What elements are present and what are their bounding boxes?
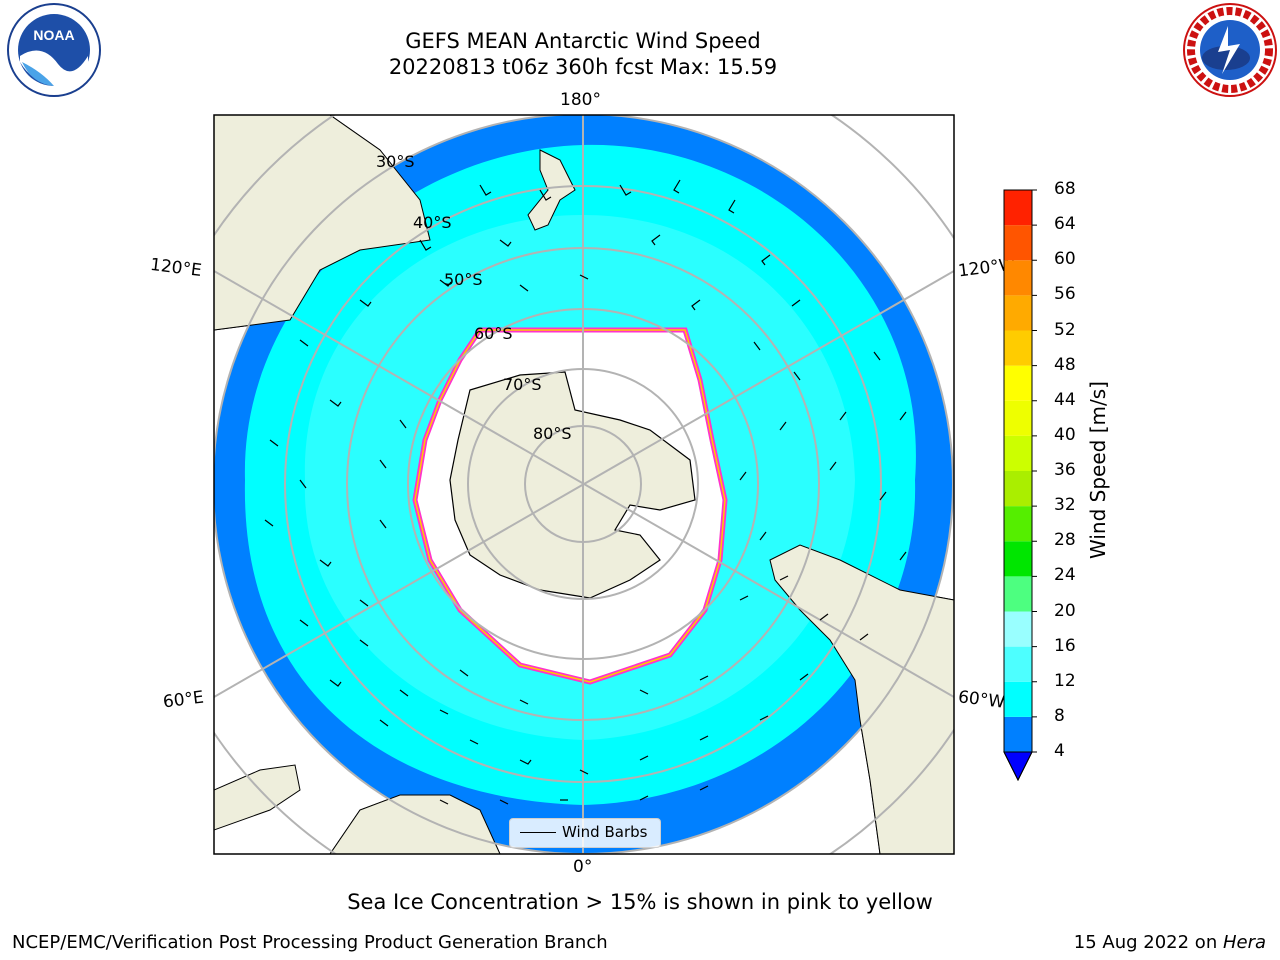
colorbar-segment [1004,435,1032,471]
colorbar-tick-label: 48 [1054,354,1076,375]
colorbar-frame [1003,189,1033,782]
map-subtitle: 20220813 t06z 360h fcst Max: 15.59 [388,55,778,79]
colorbar-tick-label: 20 [1054,600,1076,621]
lat-label-50s: 50°S [444,270,483,289]
colorbar-tick-label: 40 [1054,424,1076,445]
map-legend: Wind Barbs [509,818,661,848]
colorbar-segment [1004,400,1032,436]
colorbar-tick-label: 36 [1054,460,1076,480]
noaa-logo-text: NOAA [33,27,74,43]
colorbar-label: Wind Speed [m/s] [1086,381,1110,559]
lon-label-180: 180° [560,90,601,110]
colorbar-tick-label: 28 [1054,530,1076,551]
colorbar-tick-label: 52 [1054,319,1076,340]
colorbar-segment [1004,611,1032,647]
lat-label-70s: 70°S [503,375,542,394]
colorbar-tick-label: 4 [1054,741,1065,761]
footer-date: 15 Aug 2022 on Hera [1074,932,1266,953]
wind-barb-legend-line [520,832,556,833]
legend-label: Wind Barbs [562,823,648,841]
nws-logo [1178,2,1278,98]
map-frame [213,114,955,855]
noaa-logo: NOAA [2,2,102,98]
lat-label-40s: 40°S [413,213,452,232]
colorbar-segment [1004,681,1032,717]
colorbar-segment [1004,365,1032,401]
colorbar-segment [1004,260,1032,296]
colorbar-segment [1004,646,1032,682]
colorbar-segment [1004,295,1032,331]
colorbar-segment [1004,576,1032,612]
colorbar-tick-label: 32 [1054,495,1076,516]
colorbar-tick-label: 56 [1054,284,1076,305]
colorbar-tick-label: 8 [1054,705,1065,726]
colorbar-segment [1004,541,1032,577]
map-title: GEFS MEAN Antarctic Wind Speed [405,29,761,53]
wind-barbs [264,179,907,805]
colorbar-tick-label: 44 [1054,389,1076,410]
lat-label-60s: 60°S [474,324,513,343]
lon-label-0: 0° [573,857,593,877]
lat-label-80s: 80°S [533,424,572,443]
colorbar-tick-label: 12 [1054,670,1076,691]
sea-ice-note: Sea Ice Concentration > 15% is shown in … [347,890,933,914]
colorbar-segment [1004,471,1032,507]
colorbar-tick-label: 60 [1054,249,1076,270]
antarctica-landmass [449,371,696,599]
colorbar-segment [1004,716,1032,752]
footer-date-text: 15 Aug 2022 on [1073,932,1223,953]
colorbar-tick-label: 68 [1054,179,1076,199]
colorbar-segment [1004,506,1032,542]
colorbar-segment [1004,190,1032,226]
graticule [214,115,954,854]
colorbar-segment [1004,330,1032,366]
colorbar-tick-label: 16 [1054,635,1076,656]
footer-host: Hera [1222,932,1266,953]
footer-credit: NCEP/EMC/Verification Post Processing Pr… [12,932,608,953]
colorbar-tick-label: 64 [1054,214,1076,235]
madagascar-landmass [214,764,301,831]
colorbar-extend-arrow [1003,751,1033,782]
colorbar-segment [1004,225,1032,261]
colorbar-tick-label: 24 [1054,565,1076,586]
lat-label-30s: 30°S [376,152,415,171]
colorbar [1003,189,1037,782]
